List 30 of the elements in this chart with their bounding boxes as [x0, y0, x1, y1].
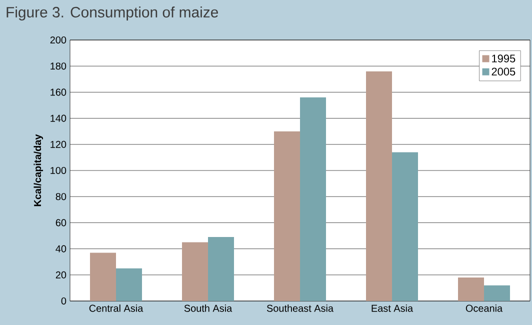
bar [90, 252, 116, 301]
y-tick-label: 40 [56, 245, 66, 252]
bar [366, 71, 392, 301]
y-tick-label: 160 [50, 88, 66, 96]
bar [300, 97, 326, 301]
x-tick-label: Oceania [466, 304, 503, 312]
bar [484, 285, 510, 301]
x-tick-label: Southeast Asia [266, 304, 334, 312]
y-tick-label: 140 [50, 114, 66, 122]
y-axis-title: Kcal/capita/day [34, 134, 44, 206]
bar [208, 237, 234, 301]
bar [392, 152, 418, 301]
y-tick-label: 0 [61, 297, 66, 305]
bar [274, 131, 300, 301]
x-tick-label: South Asia [184, 304, 232, 312]
y-tick-label: 180 [50, 62, 66, 70]
bar [182, 242, 208, 301]
y-tick-label: 80 [56, 193, 66, 200]
y-tick-label: 20 [56, 271, 66, 278]
y-tick-label: 200 [50, 36, 66, 44]
y-tick-label: 100 [50, 166, 66, 174]
x-tick-label: East Asia [372, 304, 414, 312]
legend-label: 2005 [492, 68, 516, 76]
bar [116, 268, 142, 301]
x-tick-label: Central Asia [89, 304, 144, 312]
chart-title: Figure 3. Consumption of maize [6, 6, 218, 20]
y-tick-label: 120 [50, 140, 66, 148]
legend-label: 1995 [492, 54, 516, 62]
bar [458, 278, 484, 301]
y-tick-label: 60 [56, 219, 66, 226]
